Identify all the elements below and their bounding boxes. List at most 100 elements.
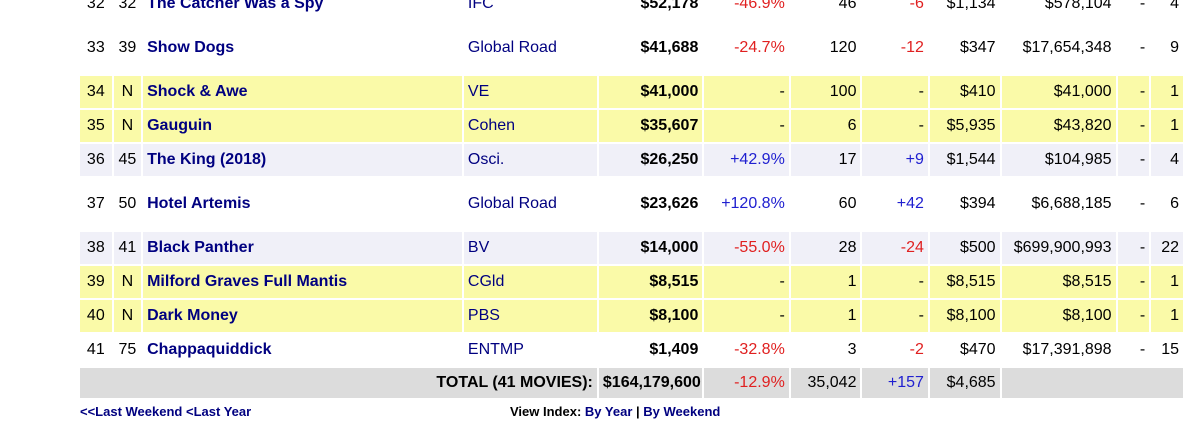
theater-count-cell: 120: [790, 22, 861, 74]
last-weekend-link[interactable]: <<Last Weekend: [80, 404, 183, 419]
weekend-gross-cell: $26,250: [598, 144, 703, 176]
total-theater-change: +157: [862, 368, 928, 398]
movie-title-link[interactable]: Black Panther: [143, 232, 462, 264]
weekend-gross-cell: $1,409: [598, 334, 703, 366]
total-label: TOTAL (41 MOVIES):: [80, 368, 597, 398]
percent-change-cell: -: [704, 76, 789, 108]
theater-count-cell: 46: [790, 0, 861, 20]
total-blank: [1001, 368, 1183, 398]
studio-link[interactable]: Osci.: [463, 144, 597, 176]
percent-change-cell: -32.8%: [704, 334, 789, 366]
week-number-cell: 1: [1151, 76, 1183, 108]
studio-link[interactable]: CGld: [463, 266, 597, 298]
rank-cell: 41: [80, 334, 112, 366]
theater-change-cell: -12: [862, 22, 928, 74]
studio-link[interactable]: BV: [463, 232, 597, 264]
table-row: 33 39 Show Dogs Global Road $41,688 -24.7% 120…: [80, 22, 1183, 74]
percent-change-cell: -46.9%: [704, 0, 789, 20]
movie-title-link[interactable]: Gauguin: [143, 110, 462, 142]
percent-change-cell: +120.8%: [704, 178, 789, 230]
week-navigation: <<Last Weekend <Last Year: [80, 404, 251, 419]
weekend-gross-cell: $8,515: [598, 266, 703, 298]
studio-link[interactable]: Cohen: [463, 110, 597, 142]
theater-count-cell: 17: [790, 144, 861, 176]
table-row: 32 32 The Catcher Was a Spy IFC $52,178 -46.9…: [80, 0, 1183, 20]
movie-title-link[interactable]: Milford Graves Full Mantis: [143, 266, 462, 298]
studio-link[interactable]: Global Road: [463, 178, 597, 230]
last-week-rank-cell: 50: [113, 178, 142, 230]
weekend-gross-cell: $41,000: [598, 76, 703, 108]
movie-title-link[interactable]: Shock & Awe: [143, 76, 462, 108]
rank-cell: 35: [80, 110, 112, 142]
movie-title-link[interactable]: The King (2018): [143, 144, 462, 176]
weekend-gross-cell: $41,688: [598, 22, 703, 74]
budget-cell: -: [1117, 178, 1150, 230]
average-cell: $410: [929, 76, 1000, 108]
theater-count-cell: 3: [790, 334, 861, 366]
last-week-rank-cell: N: [113, 266, 142, 298]
last-week-rank-cell: N: [113, 110, 142, 142]
total-average: $4,685: [929, 368, 1000, 398]
theater-change-cell: +9: [862, 144, 928, 176]
average-cell: $347: [929, 22, 1000, 74]
average-cell: $394: [929, 178, 1000, 230]
table-row: 39 N Milford Graves Full Mantis CGld $8,515-…: [80, 266, 1183, 298]
rank-cell: 32: [80, 0, 112, 20]
week-number-cell: 1: [1151, 300, 1183, 332]
by-year-link[interactable]: By Year: [584, 404, 633, 419]
theater-count-cell: 1: [790, 300, 861, 332]
movie-title-link[interactable]: Chappaquiddick: [143, 334, 462, 366]
weekend-gross-cell: $23,626: [598, 178, 703, 230]
percent-change-cell: -: [704, 110, 789, 142]
week-number-cell: 1: [1151, 266, 1183, 298]
budget-cell: -: [1117, 232, 1150, 264]
weekend-gross-cell: $35,607: [598, 110, 703, 142]
theater-change-cell: -: [862, 300, 928, 332]
week-number-cell: 4: [1151, 144, 1183, 176]
theater-change-cell: -24: [862, 232, 928, 264]
movie-title-link[interactable]: Dark Money: [143, 300, 462, 332]
budget-cell: -: [1117, 110, 1150, 142]
studio-link[interactable]: IFC: [463, 0, 597, 20]
average-cell: $1,544: [929, 144, 1000, 176]
movie-title-link[interactable]: Hotel Artemis: [143, 178, 462, 230]
rank-cell: 36: [80, 144, 112, 176]
last-week-rank-cell: 41: [113, 232, 142, 264]
average-cell: $8,515: [929, 266, 1000, 298]
theater-change-cell: -2: [862, 334, 928, 366]
total-theaters: 35,042: [790, 368, 861, 398]
studio-link[interactable]: PBS: [463, 300, 597, 332]
movie-title-link[interactable]: Show Dogs: [143, 22, 462, 74]
view-index-label: View Index:: [510, 404, 582, 419]
last-week-rank-cell: N: [113, 76, 142, 108]
theater-change-cell: -: [862, 76, 928, 108]
studio-link[interactable]: VE: [463, 76, 597, 108]
percent-change-cell: -: [704, 266, 789, 298]
average-cell: $8,100: [929, 300, 1000, 332]
table-row: 41 75 Chappaquiddick ENTMP $1,409 -32.8% 3 -2 $4…: [80, 334, 1183, 366]
total-weekend-gross: $164,179,600: [598, 368, 703, 398]
total-row: TOTAL (41 MOVIES): $164,179,600 -12.9% 35,0…: [80, 368, 1183, 398]
average-cell: $470: [929, 334, 1000, 366]
rank-cell: 37: [80, 178, 112, 230]
total-gross-cell: $17,391,898: [1001, 334, 1116, 366]
by-weekend-link[interactable]: By Weekend: [643, 404, 721, 419]
studio-link[interactable]: ENTMP: [463, 334, 597, 366]
week-number-cell: 6: [1151, 178, 1183, 230]
last-week-rank-cell: N: [113, 300, 142, 332]
weekend-box-office-table: 32 32 The Catcher Was a Spy IFC $52,178 -46.9…: [78, 0, 1185, 400]
rank-cell: 33: [80, 22, 112, 74]
studio-link[interactable]: Global Road: [463, 22, 597, 74]
table-row: 37 50 Hotel Artemis Global Road $23,626 +120.…: [80, 178, 1183, 230]
table-body: 32 32 The Catcher Was a Spy IFC $52,178 -46.9…: [80, 0, 1183, 398]
weekend-gross-cell: $14,000: [598, 232, 703, 264]
total-gross-cell: $43,820: [1001, 110, 1116, 142]
budget-cell: -: [1117, 76, 1150, 108]
total-percent-change: -12.9%: [704, 368, 789, 398]
movie-title-link[interactable]: The Catcher Was a Spy: [143, 0, 462, 20]
budget-cell: -: [1117, 22, 1150, 74]
last-year-link[interactable]: <Last Year: [186, 404, 252, 419]
last-week-rank-cell: 45: [113, 144, 142, 176]
budget-cell: -: [1117, 144, 1150, 176]
average-cell: $500: [929, 232, 1000, 264]
